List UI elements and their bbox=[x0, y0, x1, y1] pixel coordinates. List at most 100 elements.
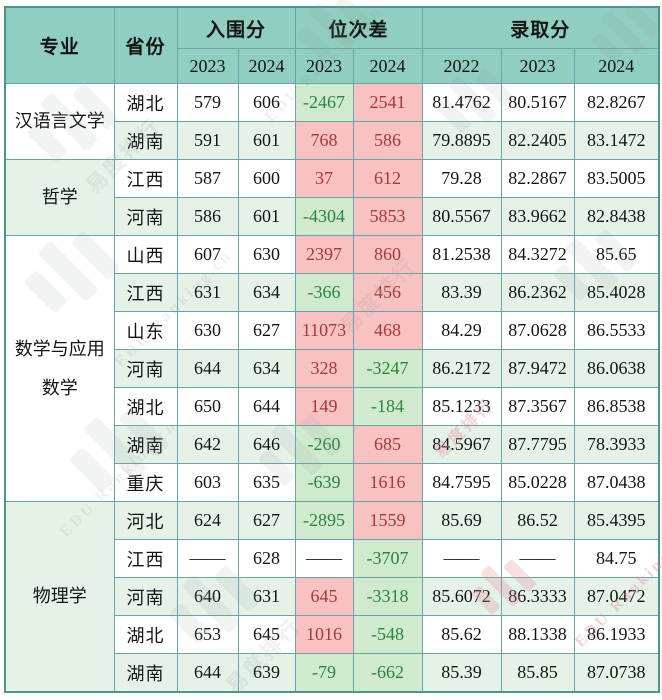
score-cell: 85.62 bbox=[421, 615, 502, 654]
score-cell: 600 bbox=[237, 159, 296, 198]
score-cell: 87.0438 bbox=[573, 463, 660, 502]
header-rank-diff: 位次差 bbox=[294, 6, 423, 49]
score-cell: 603 bbox=[176, 463, 239, 502]
province-cell: 江西 bbox=[113, 273, 178, 312]
province-cell: 山西 bbox=[113, 235, 178, 274]
province-cell: 湖南 bbox=[113, 653, 178, 693]
table-row: 山东 630 627 11073 468 84.29 87.0628 86.5533 bbox=[5, 311, 660, 350]
score-cell: 1559 bbox=[352, 501, 423, 540]
table-row: 数学与应用数学 山西 607 630 2397 860 81.2538 84.3272 85.6… bbox=[4, 235, 660, 502]
score-cell: 86.5533 bbox=[573, 311, 660, 350]
score-cell: 86.0638 bbox=[573, 349, 660, 388]
score-cell: 612 bbox=[352, 159, 423, 198]
score-cell: 645 bbox=[294, 577, 354, 616]
table-row: 湖南 591 601 768 586 79.8895 82.2405 83.1472 bbox=[5, 121, 660, 160]
score-cell: 644 bbox=[176, 653, 239, 693]
table-header: 专业 省份 入围分 位次差 录取分 2023 2024 2023 2024 20… bbox=[4, 6, 660, 84]
score-cell: 586 bbox=[176, 197, 239, 236]
score-cell: 768 bbox=[294, 121, 354, 160]
score-cell: 653 bbox=[176, 615, 239, 654]
score-cell: 79.28 bbox=[421, 159, 502, 198]
province-cell: 湖北 bbox=[113, 387, 178, 426]
score-cell: 88.1338 bbox=[500, 615, 575, 654]
score-cell: 627 bbox=[237, 501, 296, 540]
score-cell: 607 bbox=[176, 235, 239, 274]
score-cell: 84.7595 bbox=[421, 463, 502, 502]
score-cell: —— bbox=[176, 539, 239, 578]
table-row: 河南 644 634 328 -3247 86.2172 87.9472 86.0638 bbox=[5, 349, 660, 388]
score-cell: 586 bbox=[352, 121, 423, 160]
major-cell: 汉语言文学 bbox=[4, 83, 115, 160]
table-row: 湖南 642 646 -260 685 84.5967 87.7795 78.3933 bbox=[5, 425, 660, 464]
score-cell: -548 bbox=[352, 615, 423, 654]
score-cell: -662 bbox=[352, 653, 423, 693]
province-cell: 河南 bbox=[113, 349, 178, 388]
score-cell: 601 bbox=[237, 197, 296, 236]
province-cell: 江西 bbox=[113, 539, 178, 578]
score-cell: 86.3333 bbox=[500, 577, 575, 616]
score-cell: 627 bbox=[237, 311, 296, 350]
score-cell: 86.1933 bbox=[573, 615, 660, 654]
province-cell: 湖南 bbox=[113, 121, 178, 160]
score-cell: 149 bbox=[294, 387, 354, 426]
score-cell: 83.9662 bbox=[500, 197, 575, 236]
score-cell: 1616 bbox=[352, 463, 423, 502]
score-cell: 630 bbox=[176, 311, 239, 350]
province-cell: 江西 bbox=[113, 159, 178, 198]
score-cell: 87.7795 bbox=[500, 425, 575, 464]
score-cell: 78.3933 bbox=[573, 425, 660, 464]
province-cell: 湖北 bbox=[113, 615, 178, 654]
score-cell: -3707 bbox=[352, 539, 423, 578]
table-row: 河南 640 631 645 -3318 85.6072 86.3333 87.0472 bbox=[5, 577, 660, 616]
score-cell: 82.2867 bbox=[500, 159, 575, 198]
score-cell: 83.5005 bbox=[573, 159, 660, 198]
score-cell: 579 bbox=[176, 83, 239, 122]
score-cell: 644 bbox=[176, 349, 239, 388]
score-cell: 642 bbox=[176, 425, 239, 464]
score-cell: 650 bbox=[176, 387, 239, 426]
score-cell: 85.4395 bbox=[573, 501, 660, 540]
score-cell: 645 bbox=[237, 615, 296, 654]
score-cell: 628 bbox=[237, 539, 296, 578]
score-cell: 85.1233 bbox=[421, 387, 502, 426]
province-cell: 山东 bbox=[113, 311, 178, 350]
header-year: 2023 bbox=[176, 48, 239, 84]
score-cell: 83.39 bbox=[421, 273, 502, 312]
header-province: 省份 bbox=[113, 6, 178, 84]
score-cell: 85.4028 bbox=[573, 273, 660, 312]
score-cell: 37 bbox=[294, 159, 354, 198]
score-cell: 87.3567 bbox=[500, 387, 575, 426]
score-cell: 79.8895 bbox=[421, 121, 502, 160]
score-cell: 456 bbox=[352, 273, 423, 312]
header-admit-score: 录取分 bbox=[421, 6, 660, 49]
score-cell: 1016 bbox=[294, 615, 354, 654]
score-cell: 86.52 bbox=[500, 501, 575, 540]
province-cell: 重庆 bbox=[113, 463, 178, 502]
score-cell: —— bbox=[500, 539, 575, 578]
score-cell: 587 bbox=[176, 159, 239, 198]
major-cell: 物理学 bbox=[4, 501, 115, 693]
table-row: 汉语言文学 湖北 579 606 -2467 2541 81.4762 80.5167 82.8… bbox=[4, 83, 660, 160]
score-cell: 860 bbox=[352, 235, 423, 274]
score-cell: 631 bbox=[176, 273, 239, 312]
province-cell: 湖北 bbox=[113, 83, 178, 122]
score-cell: 81.2538 bbox=[421, 235, 502, 274]
score-cell: 639 bbox=[237, 653, 296, 693]
score-cell: 84.3272 bbox=[500, 235, 575, 274]
table-row: 哲学 江西 587 600 37 612 79.28 82.2867 83.5005 bbox=[4, 159, 660, 236]
score-cell: 624 bbox=[176, 501, 239, 540]
score-cell: 86.2362 bbox=[500, 273, 575, 312]
score-cell: 630 bbox=[237, 235, 296, 274]
score-cell: 601 bbox=[237, 121, 296, 160]
score-cell: -260 bbox=[294, 425, 354, 464]
score-cell: 83.1472 bbox=[573, 121, 660, 160]
header-year: 2023 bbox=[500, 48, 575, 84]
header-year: 2022 bbox=[421, 48, 502, 84]
score-cell: 85.6072 bbox=[421, 577, 502, 616]
score-cell: 87.9472 bbox=[500, 349, 575, 388]
header-group-row: 专业 省份 入围分 位次差 录取分 bbox=[4, 6, 660, 84]
score-cell: 87.0472 bbox=[573, 577, 660, 616]
score-cell: 85.69 bbox=[421, 501, 502, 540]
score-cell: -2895 bbox=[294, 501, 354, 540]
